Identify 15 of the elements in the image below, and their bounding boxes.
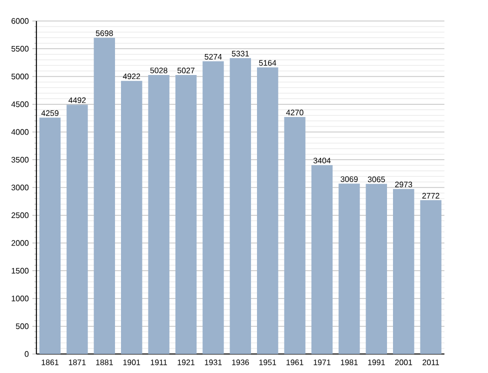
bar	[94, 38, 116, 354]
bar	[148, 74, 170, 354]
bar	[393, 189, 414, 354]
bar	[120, 80, 142, 354]
bar	[420, 200, 442, 354]
bar	[284, 117, 306, 354]
bar	[257, 67, 278, 354]
bar	[230, 58, 252, 354]
bar	[366, 184, 388, 354]
bar	[39, 118, 61, 354]
bar	[66, 104, 88, 354]
bar	[338, 184, 360, 354]
bar	[202, 61, 224, 354]
bar	[311, 165, 333, 354]
bar	[175, 75, 197, 354]
